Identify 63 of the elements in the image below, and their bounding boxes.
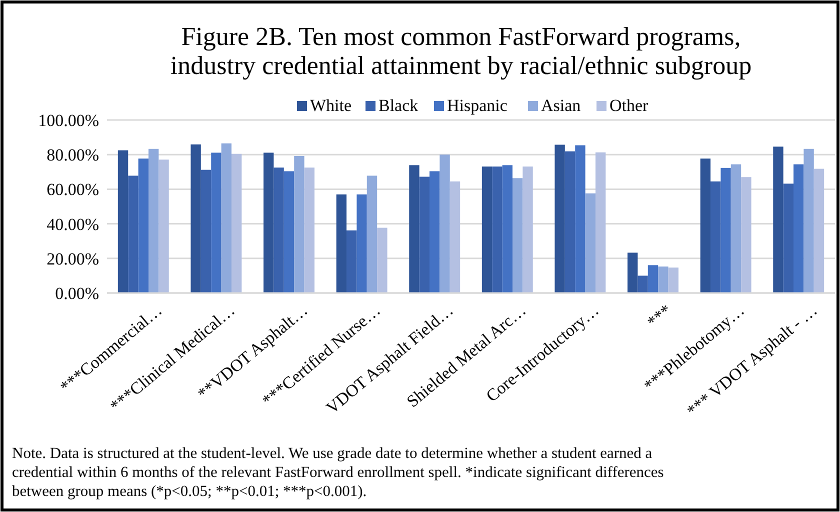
- legend-label: Hispanic: [447, 96, 508, 115]
- bar: [356, 194, 367, 293]
- bar: [346, 230, 357, 293]
- bar: [783, 184, 794, 293]
- bar: [773, 146, 784, 293]
- bar: [522, 166, 533, 293]
- y-tick-label: 20.00%: [46, 249, 99, 268]
- legend-label: White: [310, 96, 352, 115]
- bar: [482, 166, 492, 293]
- bar: [720, 168, 731, 293]
- y-tick-label: 80.00%: [46, 146, 99, 165]
- bar: [211, 152, 222, 293]
- bar: [148, 148, 159, 293]
- y-tick-label: 100.00%: [38, 110, 99, 130]
- bar: [221, 143, 232, 293]
- legend-label: Other: [610, 96, 649, 115]
- bar: [336, 194, 347, 293]
- bar: [138, 158, 148, 293]
- bar: [231, 154, 242, 293]
- bar: [585, 193, 596, 293]
- bar: [668, 268, 678, 293]
- legend-label: Asian: [541, 96, 582, 115]
- bar: [409, 165, 420, 293]
- bar: [628, 252, 638, 293]
- y-tick-label: 40.00%: [46, 214, 99, 234]
- bar: [512, 178, 523, 293]
- bar: [304, 168, 314, 293]
- bar: [492, 166, 502, 293]
- bar: [419, 176, 430, 293]
- bar: [284, 171, 294, 293]
- bar: [814, 168, 824, 293]
- chart-title: Figure 2B. Ten most common FastForward programs, industry credential attainment by racial/ethnic subgroup: [170, 22, 752, 80]
- bar: [595, 152, 606, 293]
- text: Note. Data is structured at the student-level. We use grade date to determine whether a student earned a credential within 6 months of the relevant FastForward enrollment spell. *indicate significant differences between group means (*p<0.05; **p<0.01; ***p<0.001).: [12, 445, 664, 500]
- bar: [450, 181, 460, 293]
- bar: [700, 158, 711, 293]
- bar: [294, 156, 304, 293]
- bar: [264, 152, 274, 293]
- bar: [274, 168, 284, 293]
- y-tick-label: 60.00%: [46, 180, 99, 200]
- legend-label: Black: [378, 96, 419, 115]
- bar: [575, 145, 586, 293]
- bar: [158, 160, 169, 293]
- bar: [710, 181, 721, 293]
- bar: [440, 154, 450, 293]
- bar: [648, 265, 658, 293]
- bar: [804, 148, 814, 293]
- bar: [118, 150, 128, 293]
- bar: [730, 164, 742, 293]
- bar: [377, 228, 388, 293]
- bar: [638, 276, 648, 293]
- bar: [190, 144, 201, 293]
- bar: [502, 165, 512, 293]
- bar: [366, 176, 378, 293]
- bar: [741, 177, 752, 293]
- bar: [554, 144, 565, 293]
- bar: [564, 151, 576, 293]
- bar: [430, 171, 440, 293]
- y-tick-label: 0.00%: [55, 284, 99, 303]
- bar: [794, 164, 804, 293]
- bar: [658, 266, 668, 293]
- bar: [128, 176, 138, 293]
- bar: [200, 170, 212, 293]
